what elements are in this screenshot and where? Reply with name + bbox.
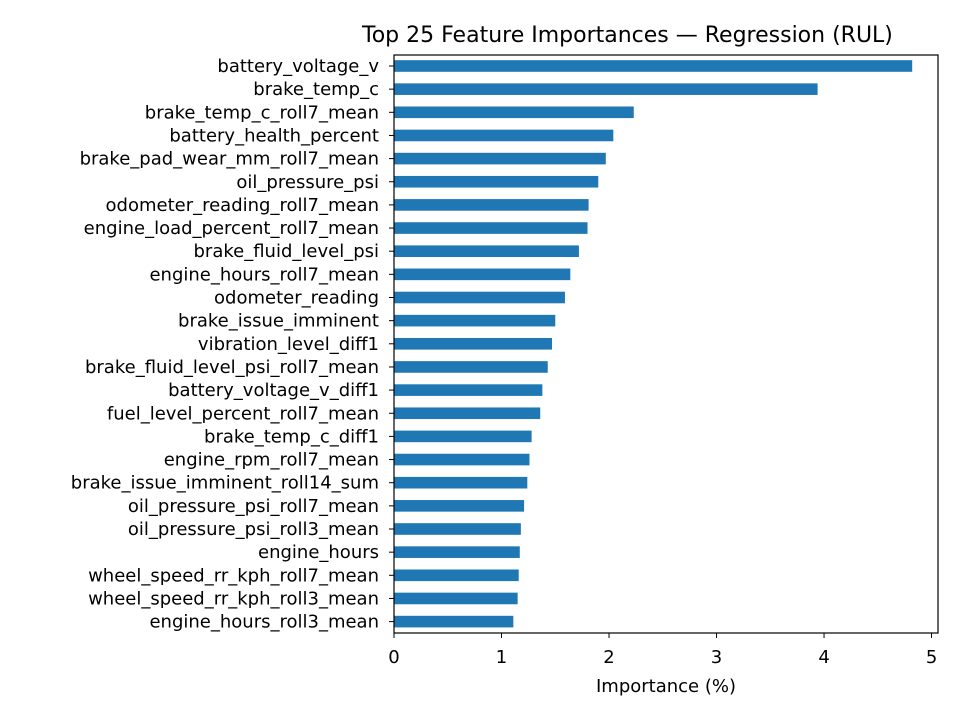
bar-wheel_speed_rr_kph_roll7_mean [394, 569, 519, 582]
y-tick-label: odometer_reading_roll7_mean [106, 195, 379, 216]
bar-battery_voltage_v [394, 60, 913, 72]
y-tick-label: odometer_reading [214, 288, 379, 309]
bar-brake_temp_c_diff1 [394, 430, 532, 443]
bar-oil_pressure_psi [394, 175, 599, 188]
bar-brake_temp_c_roll7_mean [394, 106, 634, 119]
bar-engine_load_percent_roll7_mean [394, 222, 588, 234]
bar-fuel_level_percent_roll7_mean [394, 407, 541, 420]
bar-battery_health_percent [394, 129, 614, 142]
bar-vibration_level_diff1 [394, 338, 553, 350]
y-tick-label: brake_temp_c_diff1 [204, 426, 379, 447]
y-tick-label: engine_hours [258, 542, 379, 563]
y-tick-label: vibration_level_diff1 [198, 334, 379, 355]
x-tick-label: 2 [603, 647, 614, 668]
y-tick-label: engine_load_percent_roll7_mean [84, 218, 379, 239]
y-tick-label: brake_fluid_level_psi_roll7_mean [85, 357, 379, 378]
bar-oil_pressure_psi_roll3_mean [394, 523, 521, 535]
y-tick-label: brake_temp_c [253, 79, 379, 100]
x-tick-label: 0 [388, 647, 399, 668]
y-tick-label: brake_issue_imminent_roll14_sum [71, 473, 379, 494]
y-tick-label: engine_hours_roll7_mean [149, 264, 379, 285]
bar-engine_hours_roll7_mean [394, 268, 571, 281]
bar-brake_issue_imminent [394, 314, 556, 327]
x-tick-label: 5 [926, 647, 937, 668]
bar-odometer_reading [394, 291, 565, 304]
y-tick-labels: battery_voltage_vbrake_temp_cbrake_temp_… [71, 56, 394, 633]
y-tick-label: battery_health_percent [169, 125, 379, 146]
y-tick-label: wheel_speed_rr_kph_roll7_mean [88, 565, 379, 586]
bar-engine_hours_roll3_mean [394, 615, 514, 628]
x-tick-label: 4 [818, 647, 829, 668]
bar-battery_voltage_v_diff1 [394, 384, 543, 396]
bar-oil_pressure_psi_roll7_mean [394, 500, 525, 512]
y-tick-label: engine_hours_roll3_mean [149, 612, 379, 633]
bar-engine_hours [394, 546, 520, 558]
y-tick-label: oil_pressure_psi [236, 172, 379, 193]
bar-odometer_reading_roll7_mean [394, 199, 589, 211]
x-ticks: 0 1 2 3 4 5 [388, 633, 937, 668]
x-tick-label: 1 [496, 647, 507, 668]
bar-brake_issue_imminent_roll14_sum [394, 476, 528, 489]
x-axis-label: Importance (%) [596, 676, 736, 697]
bar-engine_rpm_roll7_mean [394, 453, 530, 466]
x-tick-label: 3 [711, 647, 722, 668]
y-tick-label: wheel_speed_rr_kph_roll3_mean [88, 588, 379, 609]
y-tick-label: brake_fluid_level_psi [194, 241, 380, 262]
bar-brake_temp_c [394, 83, 818, 95]
bar-wheel_speed_rr_kph_roll3_mean [394, 592, 518, 605]
bar-brake_pad_wear_mm_roll7_mean [394, 152, 606, 165]
bar-brake_fluid_level_psi_roll7_mean [394, 361, 548, 373]
y-tick-label: oil_pressure_psi_roll3_mean [128, 519, 379, 540]
plot-area [394, 60, 913, 628]
chart-title: Top 25 Feature Importances — Regression … [361, 23, 893, 48]
y-tick-label: brake_issue_imminent [178, 311, 379, 332]
y-tick-label: battery_voltage_v_diff1 [168, 380, 379, 401]
y-tick-label: engine_rpm_roll7_mean [164, 450, 379, 471]
y-tick-label: fuel_level_percent_roll7_mean [107, 403, 379, 424]
bar-brake_fluid_level_psi [394, 245, 579, 257]
y-tick-label: battery_voltage_v [217, 56, 379, 77]
y-tick-label: brake_pad_wear_mm_roll7_mean [80, 149, 379, 170]
y-tick-label: brake_temp_c_roll7_mean [145, 102, 379, 123]
y-tick-label: oil_pressure_psi_roll7_mean [128, 496, 379, 517]
